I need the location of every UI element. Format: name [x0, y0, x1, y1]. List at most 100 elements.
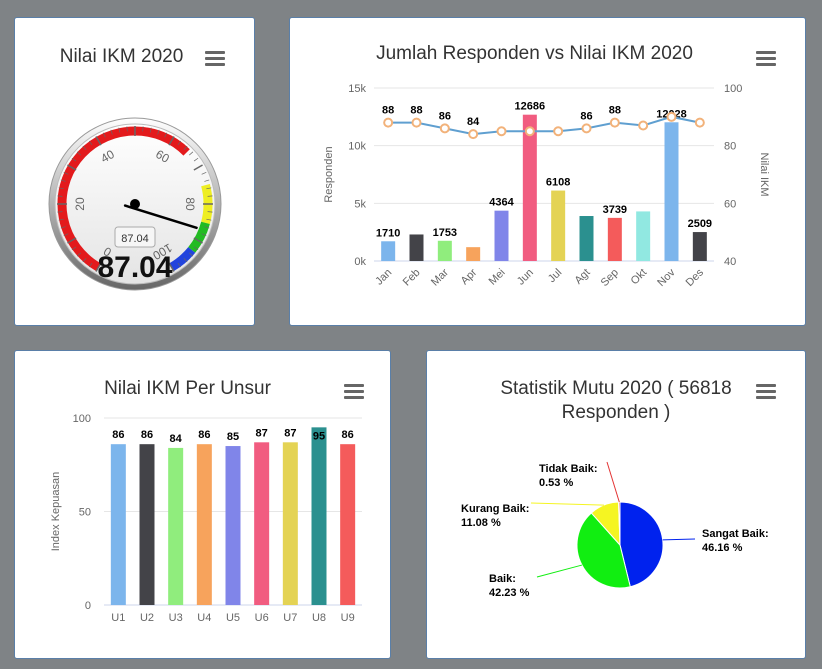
gauge-tick	[57, 195, 63, 197]
bar-feb	[409, 234, 424, 261]
x-tick-label: Agt	[572, 267, 592, 287]
gauge-tick	[201, 171, 207, 175]
gauge-tick	[58, 218, 64, 221]
gauge-tick	[193, 237, 203, 244]
ikm-data-label: 86	[439, 110, 451, 122]
x-tick-label: Jul	[546, 267, 564, 285]
gauge-tick	[142, 126, 144, 132]
y2-tick-label: 60	[724, 198, 736, 210]
gauge-tick	[95, 262, 102, 272]
gauge-tick	[201, 233, 207, 237]
responden-card: Jumlah Responden vs Nilai IKM 2020 0k 5k 1…	[289, 17, 806, 326]
hamburger-icon[interactable]	[205, 51, 225, 67]
gauge-tick	[207, 211, 213, 213]
gauge-tick	[193, 246, 199, 251]
ikm-line	[388, 115, 701, 136]
y-tick-label: 15k	[348, 83, 366, 95]
mutu-chart-title: Statistik Mutu 2020 ( 56818 Responden )	[500, 378, 732, 423]
bar-apr	[466, 247, 481, 261]
ikm-point	[581, 123, 592, 134]
bar-mar	[437, 240, 452, 261]
gauge-card: Nilai IKM 2020 0 20 40 60 80 100 87.04 87.04	[14, 17, 255, 326]
bar-u1	[110, 444, 126, 605]
ikm-data-label: 86	[580, 110, 592, 122]
gauge-tick	[67, 237, 77, 244]
ikm-point	[638, 120, 649, 131]
bar-data-label: 2509	[688, 218, 712, 230]
bar-data-label: 12686	[515, 101, 546, 113]
gauge-tick	[189, 252, 194, 257]
x-tick-label: U6	[255, 612, 269, 624]
gauge-tick	[168, 136, 175, 146]
unsur-chart-title: Nilai IKM Per Unsur	[104, 378, 271, 399]
gauge-tick-label: 80	[183, 197, 197, 211]
bar-u9	[340, 444, 356, 605]
x-tick-label: U4	[197, 612, 211, 624]
gauge-tick	[57, 211, 63, 213]
ikm-point	[383, 117, 394, 128]
bar-sep	[607, 217, 622, 261]
pie-slice-baik	[576, 512, 631, 589]
pie-slice-percent: 46.16 %	[702, 542, 743, 554]
bar-des	[692, 232, 707, 261]
x-tick-label: Sep	[599, 267, 621, 289]
x-tick-label: U2	[140, 612, 154, 624]
gauge-tick	[71, 246, 77, 251]
bar-u7	[282, 442, 298, 605]
pie-slice-percent: 11.08 %	[461, 517, 501, 529]
bar-jun	[522, 114, 537, 261]
bar-u2	[139, 444, 155, 605]
bar-jan	[381, 241, 396, 261]
x-tick-label: Nov	[655, 266, 678, 289]
bar-u5	[225, 446, 241, 605]
pie-connector	[662, 538, 696, 541]
gauge-tick	[206, 187, 212, 190]
gauge-needle	[123, 204, 198, 230]
gauge-value-big: 87.04	[97, 251, 172, 284]
hamburger-icon[interactable]	[756, 384, 776, 400]
gauge-tick-label: 60	[153, 147, 172, 166]
gauge-tick	[63, 171, 69, 175]
x-tick-label: Jan	[373, 267, 394, 288]
bar-data-label: 86	[141, 429, 153, 441]
bar-data-label: 87	[256, 427, 268, 439]
y-tick-label: 100	[73, 413, 91, 425]
pie-connector	[606, 461, 620, 503]
y2-tick-label: 100	[724, 83, 742, 95]
x-tick-label: U3	[169, 612, 183, 624]
gauge-tick	[177, 140, 182, 146]
ikm-data-label: 84	[467, 116, 480, 128]
bar-u6	[254, 442, 270, 605]
bar-data-label: 87	[284, 427, 296, 439]
ikm-point	[496, 126, 507, 137]
gauge-tick	[110, 129, 113, 135]
ikm-point	[694, 117, 705, 128]
pie-slice-tidak-baik	[618, 501, 621, 546]
gauge-tick	[82, 258, 87, 263]
mutu-card: Statistik Mutu 2020 ( 56818 Responden ) …	[426, 350, 806, 659]
ikm-data-label: 88	[609, 105, 621, 117]
y2-tick-label: 40	[724, 256, 736, 268]
ikm-point	[411, 117, 422, 128]
bar-agt	[579, 216, 594, 261]
hamburger-icon[interactable]	[756, 51, 776, 67]
gauge-value-box	[114, 226, 156, 248]
mutu-pie-chart: Sangat Baik: 46.16 % Baik: 42.23 % Kurang Ba…	[461, 461, 769, 599]
hamburger-icon[interactable]	[344, 384, 364, 400]
bar-nov	[664, 122, 679, 261]
gauge-tick	[95, 136, 102, 146]
bar-jul	[551, 190, 566, 261]
y-axis-label: Responden	[323, 146, 335, 202]
bar-data-label: 4364	[489, 197, 514, 209]
y-tick-label: 10k	[348, 141, 366, 153]
gauge-tick	[149, 127, 152, 133]
x-tick-label: U1	[111, 612, 125, 624]
gauge-tick-label: 40	[98, 147, 117, 166]
y-axis-label: Index Kepuasan	[50, 472, 62, 552]
bar-data-label: 86	[198, 429, 210, 441]
gauge-tick	[67, 164, 77, 171]
pie-slice-label: Tidak Baik:	[539, 463, 598, 475]
bar-data-label: 1710	[376, 227, 400, 239]
ikm-data-label: 88	[382, 105, 394, 117]
